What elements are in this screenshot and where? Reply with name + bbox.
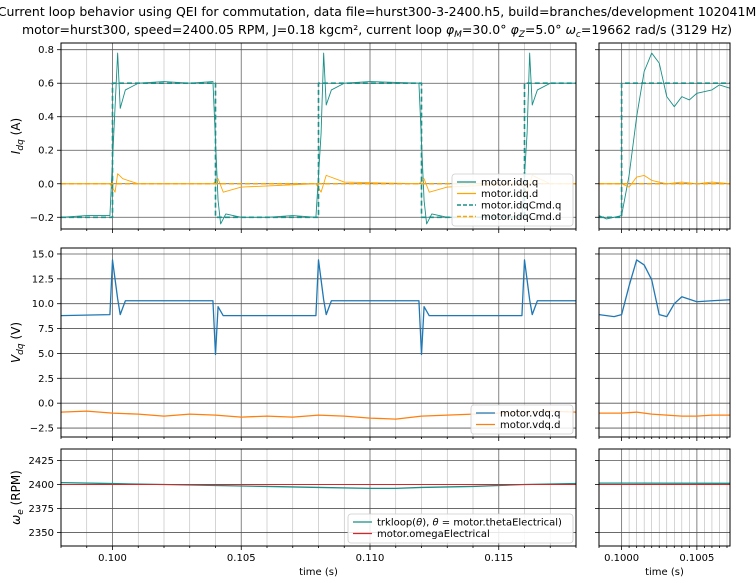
y-tick-label: 0.6 <box>38 79 54 90</box>
plot-area <box>599 482 730 486</box>
legend: motor.idq.qmotor.idq.dmotor.idqCmd.qmoto… <box>451 173 574 227</box>
chart-vdq-zoom <box>595 247 731 441</box>
y-axis-label: ωe (RPM) <box>9 470 26 525</box>
x-tick-label: 0.110 <box>356 553 385 564</box>
legend-entry-label: motor.idqCmd.d <box>481 212 561 223</box>
x-tick-label: 0.1000 <box>604 553 639 564</box>
series-line-0 <box>599 52 730 220</box>
series-line-2 <box>61 82 576 219</box>
y-axis-label: Idq (A) <box>9 118 26 154</box>
series-line-1 <box>599 174 730 188</box>
y-tick-label: 0.8 <box>38 45 54 56</box>
x-tick-label: 0.115 <box>484 553 513 564</box>
x-axis-label: time (s) <box>645 567 684 578</box>
y-tick-label: 5.0 <box>38 349 54 360</box>
chart-vdq-main: −2.5 0.0 2.5 5.0 7.5 10.0 12.5 15.0 Vdq (V) motor… <box>9 247 577 441</box>
x-axis-label: time (s) <box>299 567 338 578</box>
legend-entry-label: motor.idqCmd.q <box>481 201 561 212</box>
y-tick-label: 2400 <box>29 480 54 491</box>
series-line-2 <box>599 82 730 219</box>
y-tick-label: 2.5 <box>38 374 54 385</box>
x-tick-label: 0.105 <box>227 553 256 564</box>
figure-title-line1: Current loop behavior using QEI for comm… <box>0 4 756 19</box>
y-tick-label: 2375 <box>29 504 54 515</box>
axes-frame <box>598 448 731 547</box>
plot-area <box>61 481 576 490</box>
y-tick-label: −0.2 <box>30 213 54 224</box>
legend-entry-label: motor.idq.q <box>481 178 538 189</box>
figure-title-line2: motor=hurst300, speed=2400.05 RPM, J=0.1… <box>22 22 732 40</box>
axes-frame <box>60 448 577 547</box>
y-tick-label: 0.2 <box>38 146 54 157</box>
legend-entry-label: motor.vdq.q <box>500 409 560 420</box>
axes-frame <box>60 247 577 438</box>
axes-frame <box>60 42 577 230</box>
plot-area <box>599 259 730 417</box>
legend-entry-label: motor.omegaElectrical <box>377 529 490 540</box>
series-line-1 <box>599 411 730 417</box>
y-tick-label: 2350 <box>29 528 54 539</box>
x-tick-label: 0.1005 <box>679 553 714 564</box>
y-tick-label: 2425 <box>29 456 54 467</box>
y-tick-label: −2.5 <box>30 424 54 435</box>
legend-box <box>347 513 574 544</box>
axes-frame <box>598 42 731 230</box>
y-tick-label: 0.4 <box>38 112 54 123</box>
chart-idq-zoom <box>595 42 731 233</box>
y-tick-label: 10.0 <box>32 299 54 310</box>
chart-omega-zoom: 0.1000 0.1005 time (s) <box>595 448 731 578</box>
plot-area <box>599 52 730 220</box>
y-tick-label: 15.0 <box>32 249 54 260</box>
y-axis-label: Vdq (V) <box>9 322 26 363</box>
legend: trkloop(θ), θ = motor.thetaElectrical)mo… <box>347 513 574 544</box>
x-tick-label: 0.100 <box>98 553 127 564</box>
y-tick-label: 7.5 <box>38 324 54 335</box>
chart-omega-main: 2350 2375 2400 2425 0.100 0.105 0.110 0.115 time… <box>9 448 577 578</box>
series-line-0 <box>599 259 730 318</box>
legend-entry-label: trkloop(θ), θ = motor.thetaElectrical) <box>377 518 562 529</box>
axes-frame <box>598 247 731 438</box>
y-tick-label: 0.0 <box>38 179 54 190</box>
y-tick-label: 12.5 <box>32 274 54 285</box>
legend-box <box>451 173 574 227</box>
legend-entry-label: motor.vdq.d <box>500 420 560 431</box>
y-tick-label: 0.0 <box>38 399 54 410</box>
legend-box <box>470 404 574 435</box>
series-line-0 <box>61 259 576 356</box>
legend-entry-label: motor.idq.d <box>481 189 538 200</box>
